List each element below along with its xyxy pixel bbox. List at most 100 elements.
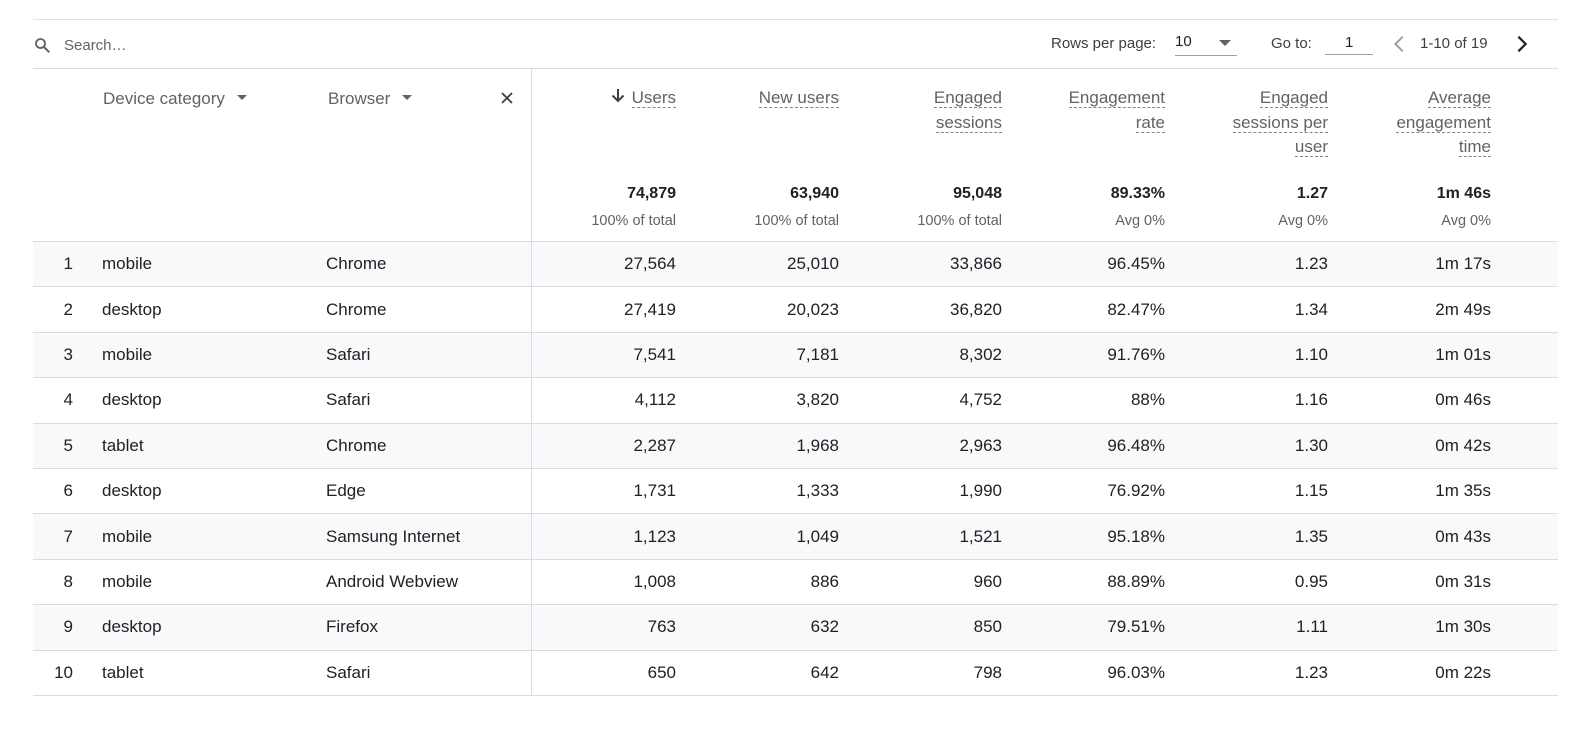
metric-total-sub: 100% of total bbox=[917, 213, 1002, 229]
avg-engagement-time-cell: 0m 42s bbox=[1328, 423, 1491, 469]
table-row[interactable]: 2 desktop Chrome 27,419 20,023 36,820 82.47% 1.… bbox=[33, 286, 1558, 333]
row-index: 7 bbox=[33, 513, 101, 560]
browser-dropdown[interactable]: Browser bbox=[328, 89, 413, 109]
users-cell: 7,541 bbox=[530, 332, 676, 378]
chevron-left-icon[interactable] bbox=[1389, 32, 1411, 56]
sessions-per-user-cell: 1.11 bbox=[1165, 604, 1328, 651]
sessions-per-user-cell: 1.23 bbox=[1165, 241, 1328, 287]
search-input[interactable] bbox=[64, 32, 364, 58]
row-padding bbox=[1491, 287, 1558, 332]
rows-per-page-value: 10 bbox=[1175, 33, 1192, 50]
engagement-rate-cell: 96.45% bbox=[1002, 241, 1165, 287]
row-index: 1 bbox=[33, 241, 101, 287]
browser-header: Browser bbox=[326, 69, 531, 242]
users-cell: 763 bbox=[530, 604, 676, 651]
report-table-card: Rows per page: 10 Go to: 1-10 of 19 Devi… bbox=[33, 19, 1558, 696]
users-cell: 4,112 bbox=[530, 377, 676, 424]
table-row[interactable]: 8 mobile Android Webview 1,008 886 960 88.89% 0… bbox=[33, 559, 1558, 605]
engaged-sessions-cell: 850 bbox=[839, 604, 1002, 651]
device-category-cell: mobile bbox=[102, 571, 153, 591]
table-row[interactable]: 5 tablet Chrome 2,287 1,968 2,963 96.48% 1.30 0m… bbox=[33, 423, 1558, 469]
metric-title: sessions bbox=[935, 112, 1002, 133]
browser-cell: Android Webview bbox=[326, 571, 458, 591]
goto-label: Go to: bbox=[1271, 35, 1312, 52]
browser-cell: Firefox bbox=[326, 604, 531, 651]
new-users-cell: 25,010 bbox=[676, 241, 839, 287]
row-index: 2 bbox=[63, 299, 73, 319]
goto-page-input[interactable] bbox=[1325, 31, 1373, 55]
table-row[interactable]: 4 desktop Safari 4,112 3,820 4,752 88% 1.16 0m 4… bbox=[33, 377, 1558, 424]
close-icon[interactable] bbox=[497, 88, 517, 108]
table-row[interactable]: 3 mobile Safari 7,541 7,181 8,302 91.76% 1.10 1m… bbox=[33, 332, 1558, 378]
engaged-sessions-cell: 960 bbox=[973, 571, 1002, 591]
sessions-per-user-cell: 1.15 bbox=[1294, 481, 1328, 501]
engaged-sessions-cell: 1,521 bbox=[839, 513, 1002, 560]
row-padding bbox=[1491, 241, 1558, 287]
device-category-dropdown[interactable]: Device category bbox=[103, 89, 247, 109]
rows-per-page-label: Rows per page: bbox=[1051, 35, 1157, 52]
sort-users-button[interactable]: Users bbox=[610, 86, 676, 111]
metric-header-avg-engagement-time: Average engagement time 1m 46s Avg 0% bbox=[1328, 69, 1491, 242]
row-padding bbox=[1491, 604, 1558, 651]
device-category-cell: tablet bbox=[101, 423, 326, 469]
table-row[interactable]: 1 mobile Chrome 27,564 25,010 33,866 96.45% 1.2… bbox=[33, 241, 1558, 287]
header-padding bbox=[1491, 69, 1558, 242]
dropdown-caret-icon bbox=[1219, 40, 1231, 46]
table-row[interactable]: 7 mobile Samsung Internet 1,123 1,049 1,521 95… bbox=[33, 513, 1558, 560]
avg-engagement-time-cell: 0m 22s bbox=[1435, 662, 1491, 682]
engagement-rate-cell: 88.89% bbox=[1107, 571, 1165, 591]
new-users-cell: 1,333 bbox=[796, 481, 839, 501]
metric-title: time bbox=[1458, 137, 1491, 157]
metric-title: user bbox=[1294, 137, 1328, 157]
row-padding bbox=[1491, 650, 1558, 695]
row-index: 9 bbox=[33, 604, 101, 651]
engagement-rate-cell: 79.51% bbox=[1002, 604, 1165, 651]
engagement-rate-cell: 91.76% bbox=[1002, 332, 1165, 378]
new-users-cell: 20,023 bbox=[787, 299, 839, 319]
device-category-cell: mobile bbox=[101, 241, 326, 287]
table-row[interactable]: 6 desktop Edge 1,731 1,333 1,990 76.92% 1.15 1m … bbox=[33, 468, 1558, 514]
metric-title: Users bbox=[631, 88, 676, 108]
row-index: 4 bbox=[63, 390, 73, 410]
users-cell: 1,731 bbox=[530, 468, 676, 514]
device-category-cell: tablet bbox=[102, 662, 144, 682]
arrow-down-icon bbox=[611, 89, 624, 103]
dropdown-caret-icon bbox=[402, 95, 413, 101]
avg-engagement-time-cell: 1m 30s bbox=[1328, 604, 1491, 651]
sort-avg-engagement-time-button[interactable]: Average engagement time bbox=[1396, 86, 1491, 160]
rows-per-page-select[interactable]: 10 bbox=[1175, 31, 1237, 56]
chevron-right-icon[interactable] bbox=[1511, 32, 1533, 56]
metric-total: 63,940 bbox=[790, 185, 839, 202]
users-cell: 1,008 bbox=[530, 559, 676, 605]
browser-cell: Chrome bbox=[326, 423, 531, 469]
new-users-cell: 1,049 bbox=[676, 513, 839, 560]
new-users-cell: 886 bbox=[810, 571, 839, 591]
sessions-per-user-cell: 0.95 bbox=[1294, 571, 1328, 591]
sort-new-users-button[interactable]: New users bbox=[758, 86, 839, 111]
sort-sessions-per-user-button[interactable]: Engaged sessions per user bbox=[1232, 86, 1328, 160]
users-cell: 1,123 bbox=[530, 513, 676, 560]
engaged-sessions-cell: 798 bbox=[973, 662, 1002, 682]
engagement-rate-cell: 96.03% bbox=[1107, 662, 1165, 682]
search-icon bbox=[35, 38, 50, 53]
dropdown-caret-icon bbox=[236, 95, 247, 101]
row-index: 8 bbox=[63, 571, 73, 591]
row-padding bbox=[1491, 559, 1558, 604]
row-index: 3 bbox=[33, 332, 101, 378]
sort-engaged-sessions-button[interactable]: Engaged sessions bbox=[933, 86, 1002, 135]
device-category-label: Device category bbox=[103, 89, 225, 108]
page-range: 1-10 of 19 bbox=[1420, 35, 1488, 52]
engaged-sessions-cell: 33,866 bbox=[839, 241, 1002, 287]
browser-cell: Safari bbox=[326, 662, 371, 682]
metric-title: engagement bbox=[1396, 112, 1491, 133]
new-users-cell: 632 bbox=[676, 604, 839, 651]
table-row[interactable]: 9 desktop Firefox 763 632 850 79.51% 1.11 1m 30s bbox=[33, 604, 1558, 651]
table-row[interactable]: 10 tablet Safari 650 642 798 96.03% 1.23 0m 22s bbox=[33, 650, 1558, 696]
browser-cell: Safari bbox=[326, 332, 531, 378]
sessions-per-user-cell: 1.10 bbox=[1165, 332, 1328, 378]
row-padding bbox=[1491, 468, 1558, 513]
sort-engagement-rate-button[interactable]: Engagement rate bbox=[1068, 86, 1165, 135]
new-users-cell: 7,181 bbox=[676, 332, 839, 378]
engaged-sessions-cell: 36,820 bbox=[950, 299, 1002, 319]
device-category-header: Device category bbox=[101, 69, 326, 242]
